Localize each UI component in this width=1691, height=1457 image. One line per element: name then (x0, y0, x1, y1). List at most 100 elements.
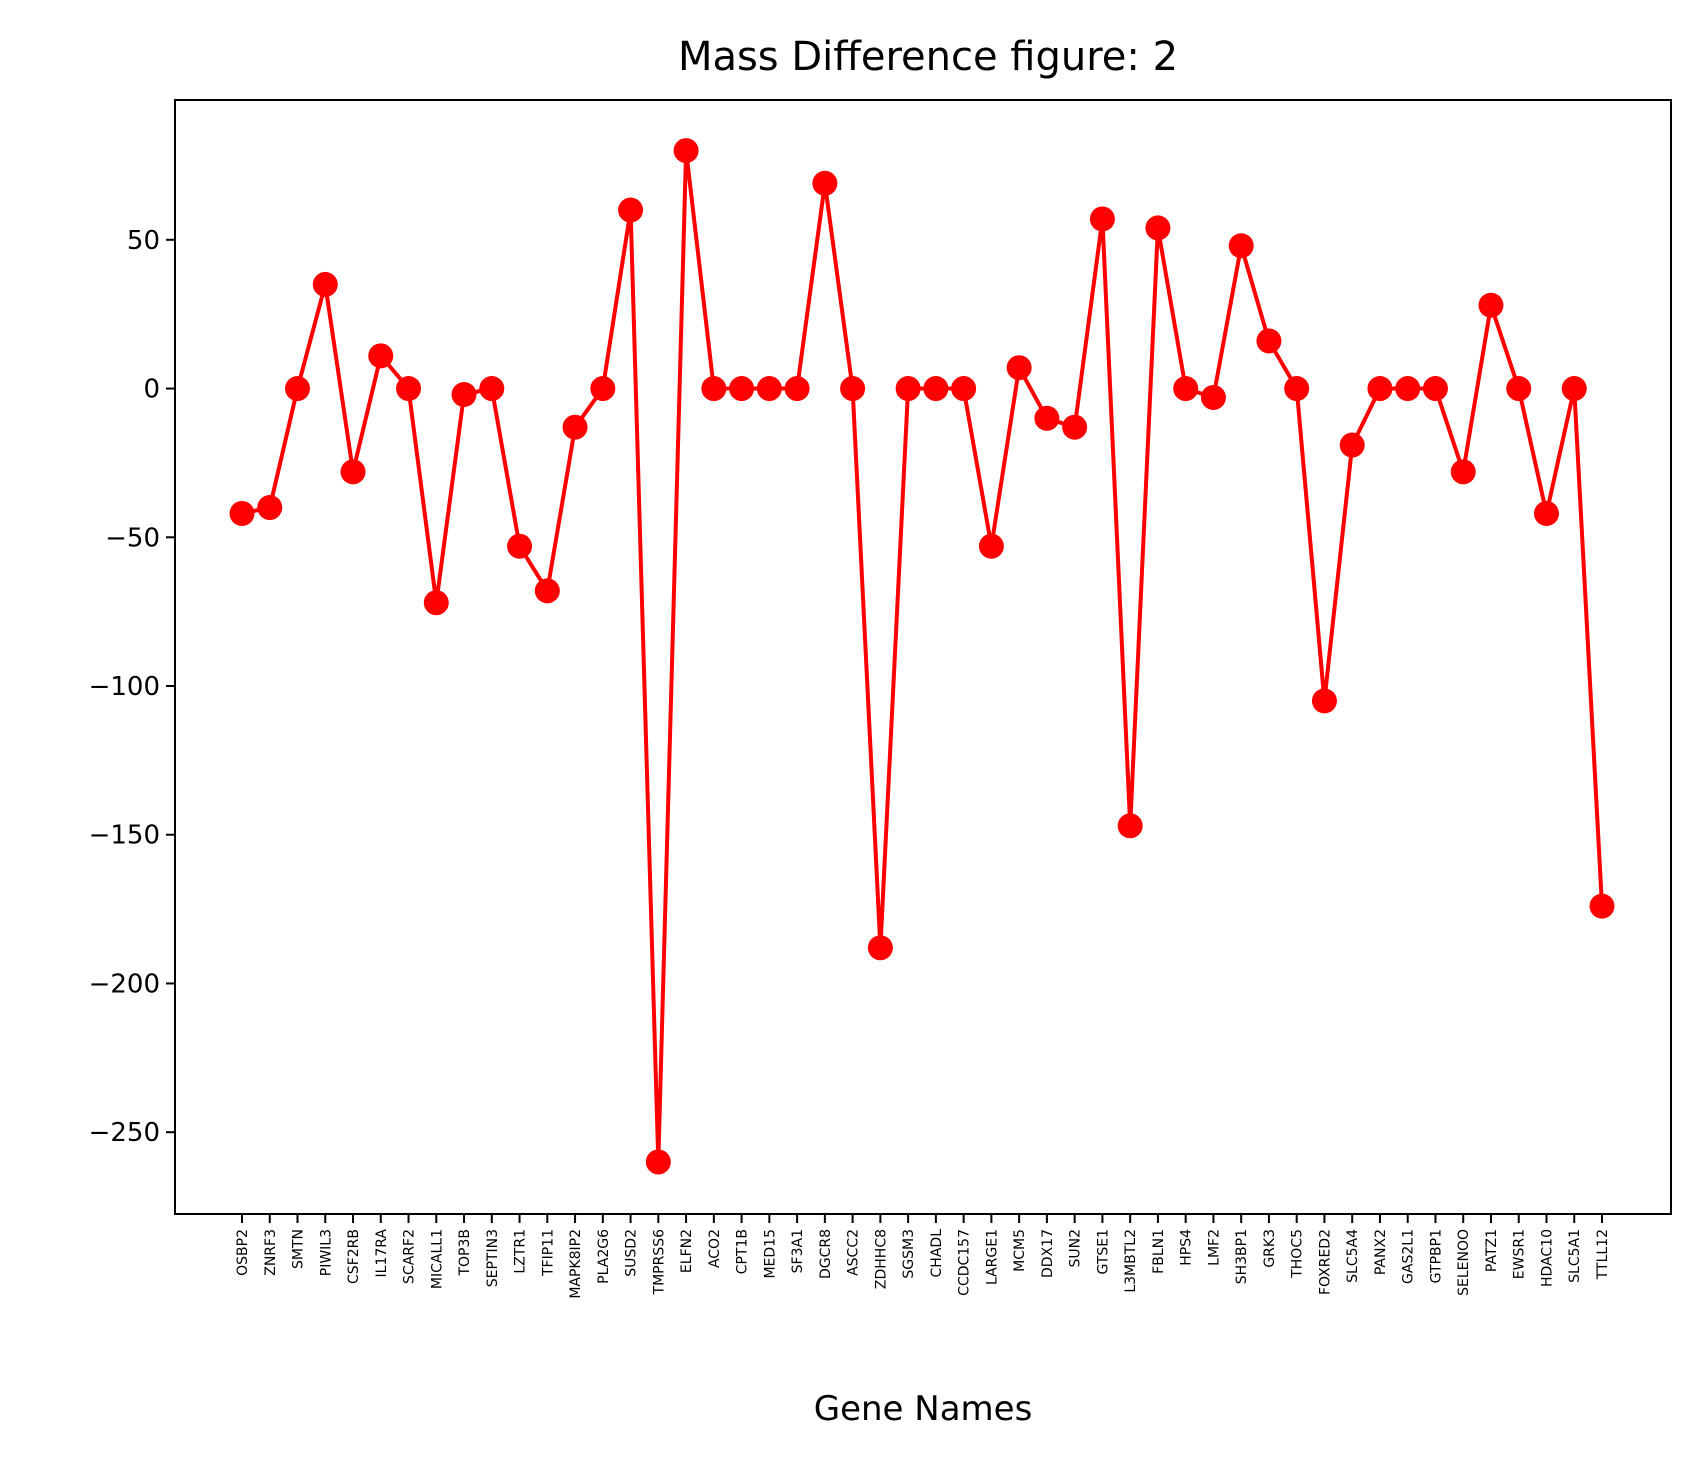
data-point (562, 414, 588, 440)
data-point (1006, 355, 1032, 381)
y-tick-label: −50 (105, 523, 160, 553)
x-tick-label: ZNRF3 (263, 1229, 279, 1276)
plot-frame (174, 99, 1672, 1215)
x-axis: OSBP2 ZNRF3 SMTN PIWIL3 CSF2RB IL17RA SCARF2 MI… (235, 1214, 1611, 1299)
x-tick-label: SH3BP1 (1234, 1229, 1250, 1284)
x-tick-label: SUSD2 (624, 1229, 640, 1277)
x-tick-label: PATZ1 (1484, 1229, 1500, 1272)
x-tick-label: FOXRED2 (1317, 1229, 1333, 1295)
data-point (1506, 376, 1532, 402)
data-point (895, 376, 921, 402)
data-point (923, 376, 949, 402)
x-tick-label: TMPRSS6 (651, 1229, 667, 1296)
x-tick-label: MED15 (762, 1229, 778, 1279)
x-tick-label: DGCR8 (818, 1229, 834, 1279)
data-point (673, 138, 699, 164)
x-tick-label: SGSM3 (901, 1229, 917, 1279)
y-tick-label: 0 (143, 375, 160, 405)
x-tick-label: SLC5A1 (1567, 1229, 1583, 1283)
x-tick-label: TTLL12 (1595, 1229, 1611, 1280)
data-point (1145, 215, 1171, 241)
x-tick-label: PIWIL3 (318, 1229, 334, 1276)
x-tick-label: SF3A1 (790, 1229, 806, 1273)
x-tick-label: ZDHHC8 (873, 1229, 889, 1289)
x-tick-label: ACO2 (707, 1229, 723, 1268)
data-point (229, 500, 255, 526)
x-tick-label: SLC5A4 (1345, 1229, 1361, 1283)
data-point (978, 533, 1004, 559)
data-point (1561, 376, 1587, 402)
x-tick-label: OSBP2 (235, 1229, 251, 1276)
data-point (1533, 500, 1559, 526)
data-point (1228, 233, 1254, 259)
data-point (1450, 459, 1476, 485)
data-point (645, 1149, 671, 1175)
x-tick-label: ASCC2 (846, 1229, 862, 1276)
data-point (507, 533, 533, 559)
series-markers (229, 138, 1615, 1175)
data-point (951, 376, 977, 402)
data-point (618, 197, 644, 223)
data-point (1284, 376, 1310, 402)
data-point (285, 376, 311, 402)
x-tick-label: IL17RA (374, 1229, 390, 1278)
data-point (479, 376, 505, 402)
x-tick-label: GAS2L1 (1401, 1229, 1417, 1284)
x-tick-label: ELFN2 (679, 1229, 695, 1273)
data-point (784, 376, 810, 402)
x-tick-label: CSF2RB (346, 1229, 362, 1284)
x-tick-label: SCARF2 (402, 1229, 418, 1284)
y-tick-label: −150 (89, 821, 160, 851)
data-point (451, 381, 477, 407)
x-tick-label: HDAC10 (1539, 1229, 1555, 1287)
x-axis-label: Gene Names (814, 1389, 1033, 1429)
data-point (1089, 206, 1115, 232)
data-point (1062, 414, 1088, 440)
data-point (1478, 292, 1504, 318)
y-axis: 50 0 −50 −100 −150 −200 −250 (89, 226, 175, 1148)
x-tick-label: LZTR1 (513, 1229, 529, 1274)
data-point (1311, 688, 1337, 714)
x-tick-label: FBLN1 (1151, 1229, 1167, 1274)
data-point (756, 376, 782, 402)
data-point (867, 935, 893, 961)
x-tick-label: LMF2 (1206, 1229, 1222, 1266)
data-point (812, 170, 838, 196)
x-tick-label: GTPBP1 (1428, 1229, 1444, 1283)
x-tick-label: SELENOO (1456, 1229, 1472, 1296)
data-point (1395, 376, 1421, 402)
x-tick-label: GTSE1 (1095, 1229, 1111, 1275)
data-point (368, 343, 394, 369)
data-point (1589, 893, 1615, 919)
x-tick-label: MAPK8IP2 (568, 1229, 584, 1299)
data-point (701, 376, 727, 402)
x-tick-label: EWSR1 (1512, 1229, 1528, 1279)
data-point (1422, 376, 1448, 402)
y-tick-label: −200 (89, 969, 160, 999)
data-point (840, 376, 866, 402)
data-point (1117, 813, 1143, 839)
x-tick-label: PLA2G6 (596, 1229, 612, 1284)
data-point (1339, 432, 1365, 458)
x-tick-label: SUN2 (1068, 1229, 1084, 1268)
y-tick-label: 50 (127, 226, 160, 256)
x-tick-label: CPT1B (735, 1229, 751, 1274)
x-tick-label: LARGE1 (984, 1229, 1000, 1285)
data-point (423, 590, 449, 616)
x-tick-label: DDX17 (1040, 1229, 1056, 1278)
data-point (729, 376, 755, 402)
x-tick-label: CCDC157 (957, 1229, 973, 1296)
x-tick-label: TOP3B (457, 1229, 473, 1277)
data-point (1034, 405, 1060, 431)
x-tick-label: CHADL (929, 1229, 945, 1278)
data-point (1173, 376, 1199, 402)
data-point (312, 271, 338, 297)
chart-title: Mass Difference figure: 2 (678, 34, 1178, 80)
data-point (1200, 384, 1226, 410)
y-tick-label: −100 (89, 672, 160, 702)
data-point (1367, 376, 1393, 402)
x-tick-label: MICALL1 (429, 1229, 445, 1289)
data-point (590, 376, 616, 402)
x-tick-label: L3MBTL2 (1123, 1229, 1139, 1293)
